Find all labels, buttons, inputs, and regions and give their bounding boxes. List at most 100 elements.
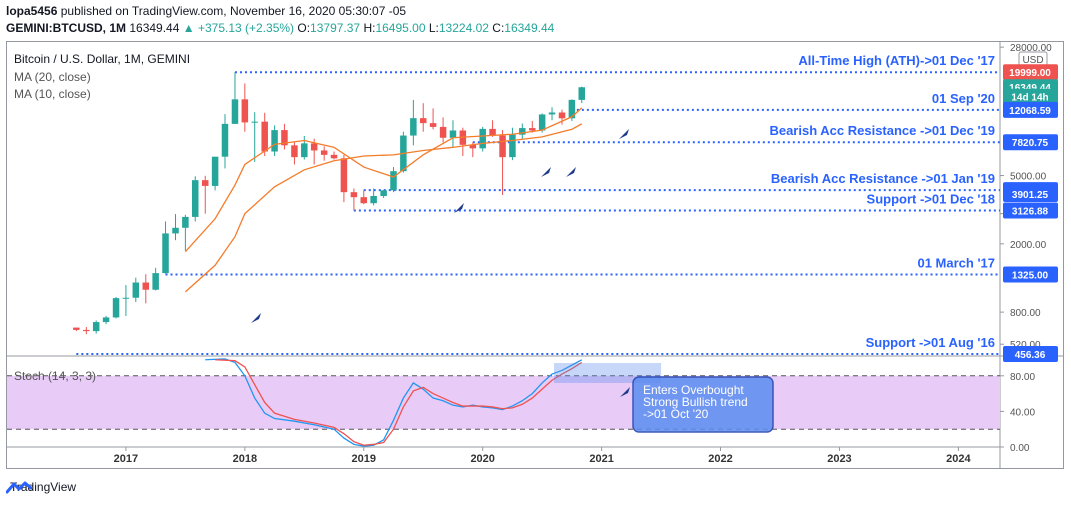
candle-body [350, 192, 358, 198]
candle-body [241, 99, 249, 123]
open-value: 13797.37 [310, 21, 361, 35]
publisher-user[interactable]: lopa5456 [6, 4, 58, 18]
price-tag [1003, 345, 1058, 362]
candle-body [251, 121, 258, 123]
footer: TradingView [6, 480, 76, 494]
rocket-icon [251, 313, 261, 323]
rocket-icon [541, 167, 551, 177]
annotation-text: Enters Overbought [643, 383, 744, 397]
currency-label: USD [1022, 55, 1043, 66]
y-tick-label: 28000.00 [1010, 43, 1052, 54]
price-change: ▲ +375.13 (+2.35%) [182, 21, 295, 35]
stoch-tick-label: 0.00 [1010, 443, 1030, 454]
candle-body [509, 134, 516, 158]
chart-title: Bitcoin / U.S. Dollar, 1M, GEMINI [14, 52, 190, 66]
level-label: Bearish Acc Resistance ->01 Dec '19 [769, 123, 995, 138]
candle-body [360, 197, 368, 204]
level-label: Support ->01 Dec '18 [867, 192, 995, 207]
candle-body [162, 233, 169, 274]
annotation-text: Strong Bullish trend [643, 395, 748, 409]
y-tick-label: 5000.00 [1010, 172, 1047, 183]
candle-body [489, 128, 496, 136]
candle-body [449, 130, 457, 138]
candle-body [83, 329, 90, 332]
x-tick-label: 2023 [827, 453, 851, 465]
publish-info: published on TradingView.com, November 1… [60, 4, 407, 18]
y-tick-label: 800.00 [1010, 308, 1041, 319]
price-tag [1003, 101, 1058, 118]
candle-body [410, 118, 417, 136]
candle-body [558, 112, 566, 119]
annotation-text: ->01 Oct '20 [643, 407, 709, 421]
ma20-legend: MA (20, close) [14, 70, 91, 84]
price-tag [1003, 134, 1058, 151]
stoch-tick-label: 40.00 [1010, 407, 1035, 418]
y-tick-label: 2000.00 [1010, 240, 1047, 251]
ma10-legend: MA (10, close) [14, 87, 91, 101]
candle-body [281, 130, 288, 146]
price-tag [1003, 202, 1058, 219]
price-tag-label: 14d 14h [1011, 93, 1048, 104]
candle-body [142, 282, 150, 290]
candle-body [231, 99, 239, 124]
price-tag [1003, 88, 1058, 105]
candle-body [370, 195, 377, 204]
candle-body [419, 118, 427, 124]
stoch-k-line [205, 358, 583, 447]
candle-body [192, 180, 199, 217]
candle-body [291, 145, 298, 158]
price-tag-label: 7820.75 [1012, 138, 1049, 149]
overbought-oversold-band [7, 375, 1000, 430]
candle-body [538, 114, 546, 131]
overbought-highlight [554, 363, 662, 383]
y-tick-label: 520.00 [1010, 340, 1041, 351]
candle-body [519, 128, 526, 135]
symbol-name: GEMINI:BTCUSD, 1M [6, 21, 126, 35]
candle-body [112, 298, 120, 318]
candle-body [172, 227, 179, 234]
candle-body [132, 282, 140, 298]
price-tag-label: 456.36 [1015, 350, 1046, 361]
price-tag [1003, 186, 1058, 203]
x-tick-label: 2021 [589, 453, 613, 465]
low-label: L: [428, 21, 439, 35]
candle-body [301, 143, 308, 158]
candle-body [122, 297, 130, 299]
stoch-d-line [215, 359, 583, 446]
candle-body [390, 171, 397, 191]
candle-body [529, 128, 536, 131]
x-tick-label: 2018 [233, 453, 257, 465]
price-tag [1003, 64, 1058, 81]
candle-body [211, 156, 219, 186]
price-tag-label: 19999.00 [1009, 68, 1051, 79]
x-tick-label: 2022 [708, 453, 732, 465]
price-chart[interactable]: 28000.005000.003000.002000.00800.00520.0… [0, 0, 1071, 470]
rocket-icon [619, 129, 629, 139]
ma20-line [184, 123, 583, 293]
candle-body [340, 158, 348, 193]
candle-body [469, 144, 477, 149]
candle-body [92, 322, 100, 332]
close-label: C: [492, 21, 505, 35]
level-label: 01 March '17 [917, 256, 995, 271]
x-tick-label: 2017 [114, 453, 138, 465]
candle-body [499, 135, 506, 158]
candle-body [310, 143, 318, 151]
high-value: 16495.00 [375, 21, 426, 35]
price-tag-label: 3126.88 [1012, 207, 1049, 218]
current-price: 16349.44 [129, 21, 180, 35]
x-tick-label: 2020 [470, 453, 494, 465]
candle-body [261, 121, 268, 152]
candle-body [320, 150, 328, 155]
high-label: H: [363, 21, 376, 35]
price-tag-label: 1325.00 [1012, 271, 1049, 282]
candle-body [201, 180, 209, 186]
candle-body [548, 112, 556, 115]
price-tag-label: 12068.59 [1009, 106, 1051, 117]
ma10-line [184, 107, 583, 253]
level-label: All-Time High (ATH)->01 Dec '17 [798, 53, 995, 68]
candle-body [429, 123, 437, 127]
candle-body [271, 130, 278, 152]
ohlc-line: GEMINI:BTCUSD, 1M 16349.44 ▲ +375.13 (+2… [6, 21, 554, 35]
candle-body [221, 123, 229, 157]
